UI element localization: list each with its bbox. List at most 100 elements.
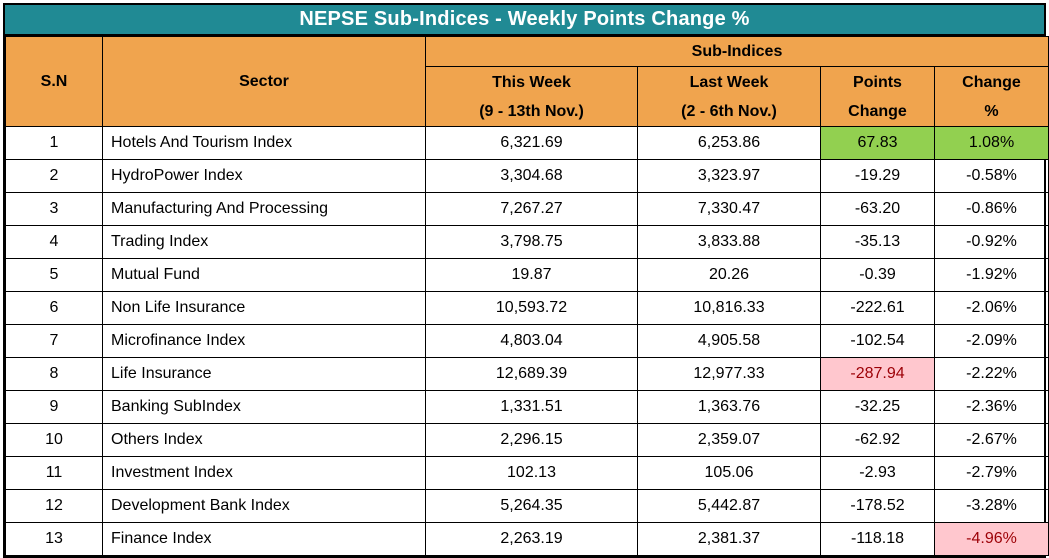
- sector-cell: Hotels And Tourism Index: [102, 126, 426, 160]
- table-title: NEPSE Sub-Indices - Weekly Points Change…: [5, 5, 1044, 36]
- change-pct-cell: -2.09%: [934, 324, 1049, 358]
- sn-cell: 9: [5, 390, 103, 424]
- change-pct-cell: -2.67%: [934, 423, 1049, 457]
- change-pct-cell: -4.96%: [934, 522, 1049, 556]
- sn-cell: 12: [5, 489, 103, 523]
- sector-cell: Non Life Insurance: [102, 291, 426, 325]
- points-change-cell: -118.18: [820, 522, 935, 556]
- data-table: S.N Sector Sub-Indices This Week (9 - 13…: [5, 36, 1049, 556]
- change-pct-cell: -3.28%: [934, 489, 1049, 523]
- change-pct-cell: -0.92%: [934, 225, 1049, 259]
- change-pct-cell: -2.06%: [934, 291, 1049, 325]
- sn-cell: 3: [5, 192, 103, 226]
- sn-cell: 6: [5, 291, 103, 325]
- last-week-cell: 20.26: [637, 258, 821, 292]
- this-week-cell: 5,264.35: [425, 489, 638, 523]
- last-week-cell: 3,833.88: [637, 225, 821, 259]
- last-week-cell: 7,330.47: [637, 192, 821, 226]
- header-last-week-dates: (2 - 6th Nov.): [681, 102, 777, 120]
- table-header: S.N Sector Sub-Indices This Week (9 - 13…: [5, 36, 1049, 127]
- points-change-cell: -62.92: [820, 423, 935, 457]
- this-week-cell: 6,321.69: [425, 126, 638, 160]
- points-change-cell: -222.61: [820, 291, 935, 325]
- sn-cell: 4: [5, 225, 103, 259]
- table-row: 4 Trading Index 3,798.75 3,833.88 -35.13 -0.9…: [5, 225, 1049, 259]
- last-week-cell: 10,816.33: [637, 291, 821, 325]
- sn-cell: 7: [5, 324, 103, 358]
- header-this-week-dates: (9 - 13th Nov.): [479, 102, 584, 120]
- this-week-cell: 19.87: [425, 258, 638, 292]
- sector-cell: Others Index: [102, 423, 426, 457]
- sector-cell: Investment Index: [102, 456, 426, 490]
- sn-cell: 8: [5, 357, 103, 391]
- points-change-cell: -63.20: [820, 192, 935, 226]
- change-pct-cell: -0.58%: [934, 159, 1049, 193]
- points-change-cell: -102.54: [820, 324, 935, 358]
- last-week-cell: 105.06: [637, 456, 821, 490]
- table-row: 8 Life Insurance 12,689.39 12,977.33 -287.94…: [5, 357, 1049, 391]
- header-last-week-label: Last Week: [689, 73, 769, 91]
- change-pct-cell: -0.86%: [934, 192, 1049, 226]
- last-week-cell: 5,442.87: [637, 489, 821, 523]
- header-sn: S.N: [5, 36, 103, 127]
- points-change-cell: -0.39: [820, 258, 935, 292]
- points-change-cell: -178.52: [820, 489, 935, 523]
- header-this-week-label: This Week: [492, 73, 571, 91]
- table-row: 5 Mutual Fund 19.87 20.26 -0.39 -1.92%: [5, 258, 1049, 292]
- this-week-cell: 10,593.72: [425, 291, 638, 325]
- table-row: 9 Banking SubIndex 1,331.51 1,363.76 -32.25-…: [5, 390, 1049, 424]
- points-change-cell: -287.94: [820, 357, 935, 391]
- header-points-change: Points Change: [820, 66, 935, 127]
- header-points-change-l2: Change: [848, 102, 907, 120]
- points-change-cell: 67.83: [820, 126, 935, 160]
- header-sector: Sector: [102, 36, 426, 127]
- sector-cell: Life Insurance: [102, 357, 426, 391]
- sector-cell: Banking SubIndex: [102, 390, 426, 424]
- table-row: 13 Finance Index 2,263.19 2,381.37 -118.18 -4…: [5, 522, 1049, 556]
- header-change-pct-l2: %: [984, 102, 999, 120]
- this-week-cell: 102.13: [425, 456, 638, 490]
- this-week-cell: 7,267.27: [425, 192, 638, 226]
- sector-cell: HydroPower Index: [102, 159, 426, 193]
- table-row: 1 Hotels And Tourism Index 6,321.69 6,253.8…: [5, 126, 1049, 160]
- header-subindices-group: Sub-Indices: [425, 36, 1049, 67]
- change-pct-cell: -1.92%: [934, 258, 1049, 292]
- sector-cell: Mutual Fund: [102, 258, 426, 292]
- sn-cell: 2: [5, 159, 103, 193]
- last-week-cell: 4,905.58: [637, 324, 821, 358]
- table-row: 6 Non Life Insurance 10,593.72 10,816.33 -22…: [5, 291, 1049, 325]
- sector-cell: Finance Index: [102, 522, 426, 556]
- table-row: 3 Manufacturing And Processing 7,267.27 7,3…: [5, 192, 1049, 226]
- header-change-pct-l1: Change: [962, 73, 1021, 91]
- header-last-week: Last Week (2 - 6th Nov.): [637, 66, 821, 127]
- last-week-cell: 2,359.07: [637, 423, 821, 457]
- sector-cell: Development Bank Index: [102, 489, 426, 523]
- points-change-cell: -35.13: [820, 225, 935, 259]
- sn-cell: 5: [5, 258, 103, 292]
- this-week-cell: 4,803.04: [425, 324, 638, 358]
- sn-cell: 11: [5, 456, 103, 490]
- change-pct-cell: -2.36%: [934, 390, 1049, 424]
- header-this-week: This Week (9 - 13th Nov.): [425, 66, 638, 127]
- table-row: 12 Development Bank Index 5,264.35 5,442.87…: [5, 489, 1049, 523]
- table-body: 1 Hotels And Tourism Index 6,321.69 6,253.8…: [5, 126, 1049, 556]
- points-change-cell: -19.29: [820, 159, 935, 193]
- sn-cell: 1: [5, 126, 103, 160]
- change-pct-cell: 1.08%: [934, 126, 1049, 160]
- this-week-cell: 3,798.75: [425, 225, 638, 259]
- points-change-cell: -32.25: [820, 390, 935, 424]
- header-points-change-l1: Points: [853, 73, 902, 91]
- sn-cell: 10: [5, 423, 103, 457]
- this-week-cell: 12,689.39: [425, 357, 638, 391]
- this-week-cell: 2,263.19: [425, 522, 638, 556]
- sector-cell: Manufacturing And Processing: [102, 192, 426, 226]
- last-week-cell: 3,323.97: [637, 159, 821, 193]
- this-week-cell: 2,296.15: [425, 423, 638, 457]
- nepse-subindices-table: NEPSE Sub-Indices - Weekly Points Change…: [3, 3, 1049, 558]
- table-row: 7 Microfinance Index 4,803.04 4,905.58 -102.…: [5, 324, 1049, 358]
- change-pct-cell: -2.79%: [934, 456, 1049, 490]
- last-week-cell: 12,977.33: [637, 357, 821, 391]
- last-week-cell: 1,363.76: [637, 390, 821, 424]
- header-change-pct: Change %: [934, 66, 1049, 127]
- table-row: 2 HydroPower Index 3,304.68 3,323.97 -19.29-…: [5, 159, 1049, 193]
